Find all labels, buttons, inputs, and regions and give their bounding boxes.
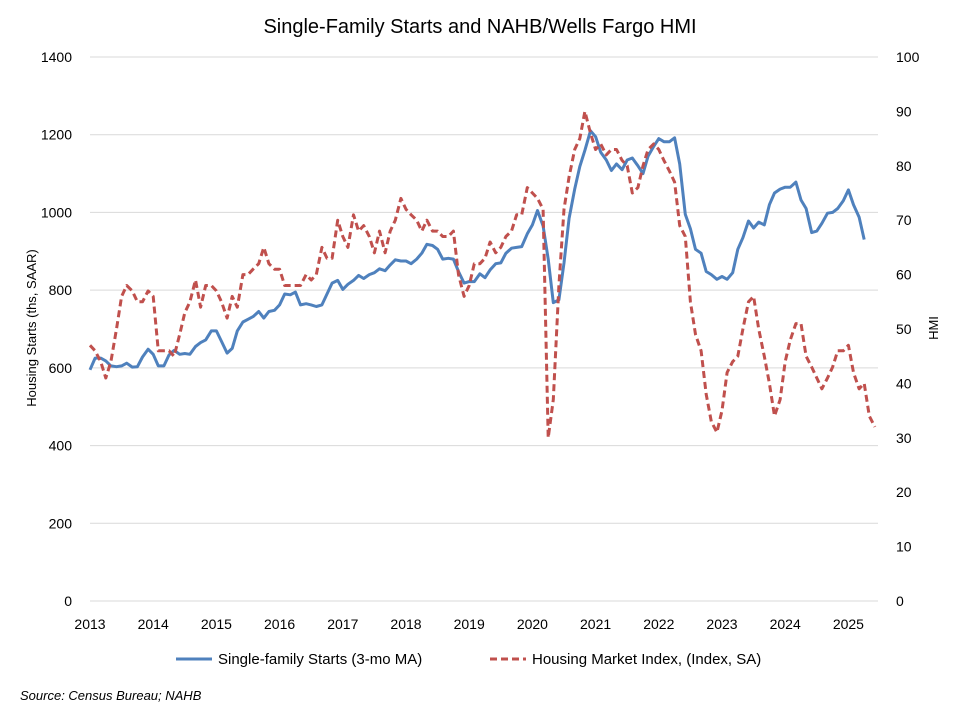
x-tick-label: 2022 (643, 616, 674, 632)
left-tick-label: 1200 (41, 127, 72, 143)
x-tick-label: 2020 (517, 616, 548, 632)
x-tick-label: 2015 (201, 616, 232, 632)
right-tick-label: 50 (896, 321, 912, 337)
left-axis-ticks: 0 200 400 600 800 1000 1200 1400 (41, 49, 72, 609)
left-tick-label: 400 (49, 438, 73, 454)
x-tick-label: 2023 (706, 616, 737, 632)
series-layer (88, 109, 877, 440)
right-tick-label: 90 (896, 103, 912, 119)
legend-label-hmi: Housing Market Index, (Index, SA) (532, 651, 761, 668)
series-line-hmi (88, 109, 877, 440)
legend: Single-family Starts (3-mo MA) Housing M… (176, 651, 761, 668)
series-line-starts (88, 129, 866, 371)
x-axis-ticks: 2013 2014 2015 2016 2017 2018 2019 2020 2021 2022… (74, 616, 864, 632)
x-tick-label: 2018 (390, 616, 421, 632)
left-tick-label: 800 (49, 282, 73, 298)
right-tick-label: 10 (896, 539, 912, 555)
right-tick-label: 30 (896, 430, 912, 446)
left-tick-label: 1000 (41, 204, 72, 220)
legend-label-starts: Single-family Starts (3-mo MA) (218, 651, 422, 668)
left-tick-label: 600 (49, 360, 73, 376)
right-tick-label: 60 (896, 267, 912, 283)
right-tick-label: 80 (896, 158, 912, 174)
x-tick-label: 2019 (454, 616, 485, 632)
left-tick-label: 0 (64, 593, 72, 609)
x-tick-label: 2014 (138, 616, 169, 632)
right-tick-label: 70 (896, 212, 912, 228)
right-axis-title: HMI (926, 316, 941, 340)
right-axis-ticks: 0 10 20 30 40 50 60 70 80 90 100 (896, 49, 920, 609)
x-tick-label: 2021 (580, 616, 611, 632)
right-tick-label: 100 (896, 49, 920, 65)
left-tick-label: 1400 (41, 49, 72, 65)
chart-title: Single-Family Starts and NAHB/Wells Farg… (263, 16, 696, 38)
grid-lines (90, 56, 878, 602)
right-tick-label: 20 (896, 484, 912, 500)
right-tick-label: 40 (896, 375, 912, 391)
x-tick-label: 2017 (327, 616, 358, 632)
x-tick-label: 2013 (74, 616, 105, 632)
left-tick-label: 200 (49, 515, 73, 531)
source-note: Source: Census Bureau; NAHB (20, 688, 202, 703)
left-axis-title: Housing Starts (ths, SAAR) (24, 249, 39, 407)
right-tick-label: 0 (896, 593, 904, 609)
x-tick-label: 2016 (264, 616, 295, 632)
x-tick-label: 2024 (770, 616, 801, 632)
x-tick-label: 2025 (833, 616, 864, 632)
